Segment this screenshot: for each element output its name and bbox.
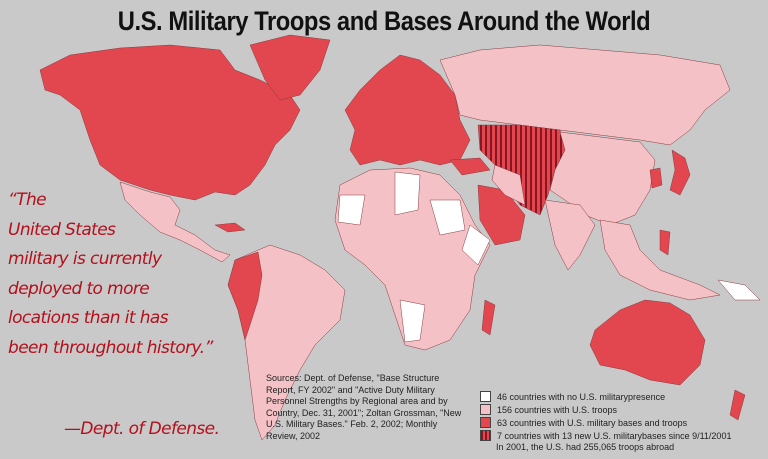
madagascar (481, 299, 496, 336)
philippines (659, 229, 671, 256)
quote-line: United States (8, 219, 116, 240)
legend-swatch-red (480, 417, 491, 428)
legend-label: 63 countries with U.S. military bases an… (497, 417, 688, 428)
andean-bases (227, 251, 263, 341)
greenland (249, 34, 331, 101)
quote-line: been throughout history.” (8, 337, 213, 358)
new-zealand (729, 389, 746, 421)
legend-note: In 2001, the U.S. had 255,065 troops abr… (496, 442, 675, 452)
japan-korea (649, 149, 691, 196)
legend-label: 7 countries with 13 new U.S. militarybas… (497, 430, 732, 441)
australia (589, 299, 706, 386)
legend-item: 156 countries with U.S. troops (480, 403, 731, 416)
africa-no-presence-4 (337, 194, 366, 226)
quote: “The United States military is currently… (8, 186, 228, 363)
legend-item: 63 countries with U.S. military bases an… (480, 416, 731, 429)
legend-label: 46 countries with no U.S. militarypresen… (497, 391, 666, 402)
legend-item: 46 countries with no U.S. militarypresen… (480, 390, 731, 403)
legend: 46 countries with no U.S. militarypresen… (480, 390, 731, 454)
legend-swatch-striped (480, 430, 491, 441)
caribbean (214, 222, 246, 233)
southeast-asia (599, 219, 721, 301)
north-america-bases (39, 44, 301, 201)
russia (439, 44, 731, 146)
africa-no-presence-3 (399, 299, 426, 343)
india (544, 199, 596, 271)
central-asia-new-bases (477, 124, 566, 216)
legend-swatch-white (480, 391, 491, 402)
quote-line: “The (8, 190, 47, 210)
quote-line: military is currently (8, 249, 162, 269)
iran (491, 164, 526, 206)
mexico-central-america (119, 181, 231, 263)
sources-text: Sources: Dept. of Defense, "Base Structu… (266, 373, 462, 441)
legend-item: 7 countries with 13 new U.S. militarybas… (480, 429, 731, 442)
quote-line: deployed to more (8, 278, 150, 299)
europe-bases (344, 54, 471, 166)
map-title: U.S. Military Troops and Bases Around th… (117, 6, 651, 36)
quote-line: locations than it has (8, 308, 169, 328)
africa-no-presence-2 (429, 199, 466, 236)
turkey (449, 157, 491, 176)
legend-label: 156 countries with U.S. troops (497, 404, 618, 415)
new-guinea (717, 279, 761, 301)
legend-swatch-pink (480, 404, 491, 415)
quote-attribution: —Dept. of Defense. (64, 419, 220, 439)
horn-of-africa (461, 224, 491, 266)
africa-no-presence-1 (394, 171, 421, 216)
